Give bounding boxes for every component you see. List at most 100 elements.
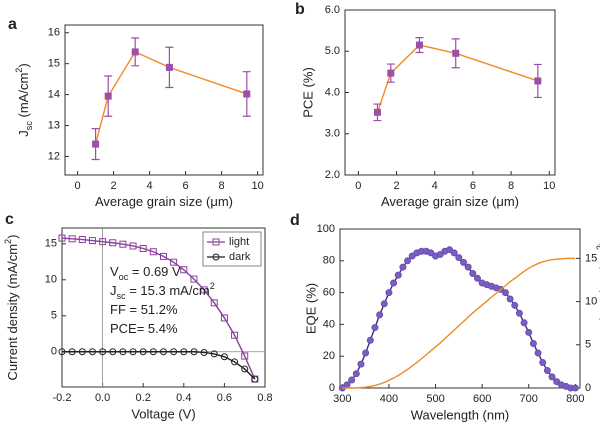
marker	[427, 249, 435, 257]
annotation: FF = 51.2%	[110, 302, 178, 317]
x-tick-label: 8	[508, 180, 514, 192]
marker	[165, 63, 173, 71]
marker	[452, 49, 460, 57]
series-line	[341, 248, 576, 389]
y-tick-label: 4.0	[325, 86, 340, 98]
marker	[99, 348, 107, 356]
marker	[180, 266, 188, 274]
x-axis-label-part: Average grain size (	[95, 194, 211, 209]
x-tick-label: 700	[520, 393, 538, 405]
marker	[109, 348, 117, 356]
marker	[387, 69, 395, 77]
marker	[68, 235, 76, 243]
x-axis-label: Average grain size (μm)	[95, 194, 233, 209]
marker	[200, 286, 208, 294]
marker	[469, 270, 477, 278]
x-axis-label: Wavelength (nm)	[411, 407, 510, 422]
plot-frame	[64, 24, 264, 176]
panel-label: d	[290, 212, 300, 229]
series-line	[62, 351, 256, 380]
marker	[408, 252, 416, 260]
legend-box	[202, 231, 262, 267]
marker	[534, 349, 542, 357]
x-axis-label: Voltage (V)	[131, 406, 195, 421]
marker	[99, 238, 107, 246]
marker	[160, 252, 167, 260]
y-axis-label-part: )	[16, 63, 31, 67]
y-axis-label: Current density (mA/cm2)	[3, 235, 20, 381]
marker	[380, 300, 388, 308]
marker	[58, 234, 66, 242]
marker	[511, 301, 519, 309]
x-tick-label: 0	[355, 180, 361, 192]
marker	[371, 324, 379, 332]
marker	[119, 348, 127, 356]
y2-tick-label: 0	[585, 382, 591, 394]
marker	[399, 263, 407, 271]
marker	[415, 41, 423, 49]
y-axis-label-part: J	[16, 130, 31, 137]
marker	[104, 92, 112, 100]
marker	[88, 237, 96, 245]
y2-tick-label: 15	[585, 252, 597, 264]
marker	[220, 353, 228, 361]
marker	[553, 378, 561, 386]
x-tick-label: 10	[251, 180, 263, 192]
annotation-part: oc	[119, 272, 129, 282]
marker	[473, 274, 481, 282]
y-tick-label: 40	[323, 318, 335, 330]
x-tick-label: 4	[147, 180, 153, 192]
marker	[231, 358, 239, 366]
marker	[343, 381, 351, 389]
y-tick-label: 80	[323, 255, 335, 267]
marker	[231, 331, 239, 339]
y-axis-label: Jsc (mA/cm2)	[14, 63, 34, 136]
x-axis-label-part: )	[515, 194, 519, 209]
marker	[385, 289, 393, 297]
annotation-part: = 15.3 mA/cm	[126, 283, 210, 298]
y-tick-label: 2.0	[325, 169, 340, 181]
x-tick-label: 2	[393, 180, 399, 192]
y2-axis-label-part: Integrated J	[597, 308, 600, 377]
x-tick-label: 0.8	[257, 392, 272, 404]
y-tick-label: 5	[51, 310, 57, 322]
y-tick-label: 15	[48, 58, 60, 70]
x-tick-label: 500	[426, 393, 444, 405]
x-axis-label-part: μm	[496, 194, 514, 209]
marker	[243, 90, 251, 98]
annotation-part: FF = 51.2%	[110, 302, 178, 317]
marker	[404, 257, 412, 265]
y-tick-label: 60	[323, 287, 335, 299]
y-tick-label: 13	[48, 119, 60, 131]
y-tick-label: 16	[48, 27, 60, 39]
annotation-part: sc	[117, 291, 127, 301]
marker	[525, 328, 533, 336]
marker	[200, 348, 208, 356]
marker	[251, 375, 259, 383]
y2-axis-label-part: )	[597, 241, 600, 245]
x-tick-label: 10	[543, 180, 555, 192]
x-tick-label: 6	[183, 180, 189, 192]
marker	[78, 236, 86, 244]
marker	[190, 275, 198, 283]
y2-tick-label: 5	[585, 339, 591, 351]
x-tick-label: 600	[473, 393, 491, 405]
marker	[160, 348, 167, 356]
marker	[506, 295, 514, 303]
marker	[129, 242, 137, 250]
y-axis-label-part: (mA/cm	[16, 73, 31, 121]
marker	[190, 348, 198, 356]
marker	[534, 77, 542, 85]
y-tick-label: 6.0	[325, 4, 340, 16]
y-tick-label: 20	[323, 350, 335, 362]
plot-frame	[339, 228, 581, 389]
marker	[180, 348, 188, 356]
x-tick-label: 400	[380, 393, 398, 405]
marker	[170, 348, 178, 356]
annotation-part: PCE= 5.4%	[110, 321, 178, 336]
y-axis-label-part: sc	[24, 121, 34, 131]
x-tick-label: 2	[111, 180, 117, 192]
y-tick-label: 0	[329, 382, 335, 394]
marker	[515, 309, 523, 317]
legend-label: dark	[229, 251, 251, 263]
